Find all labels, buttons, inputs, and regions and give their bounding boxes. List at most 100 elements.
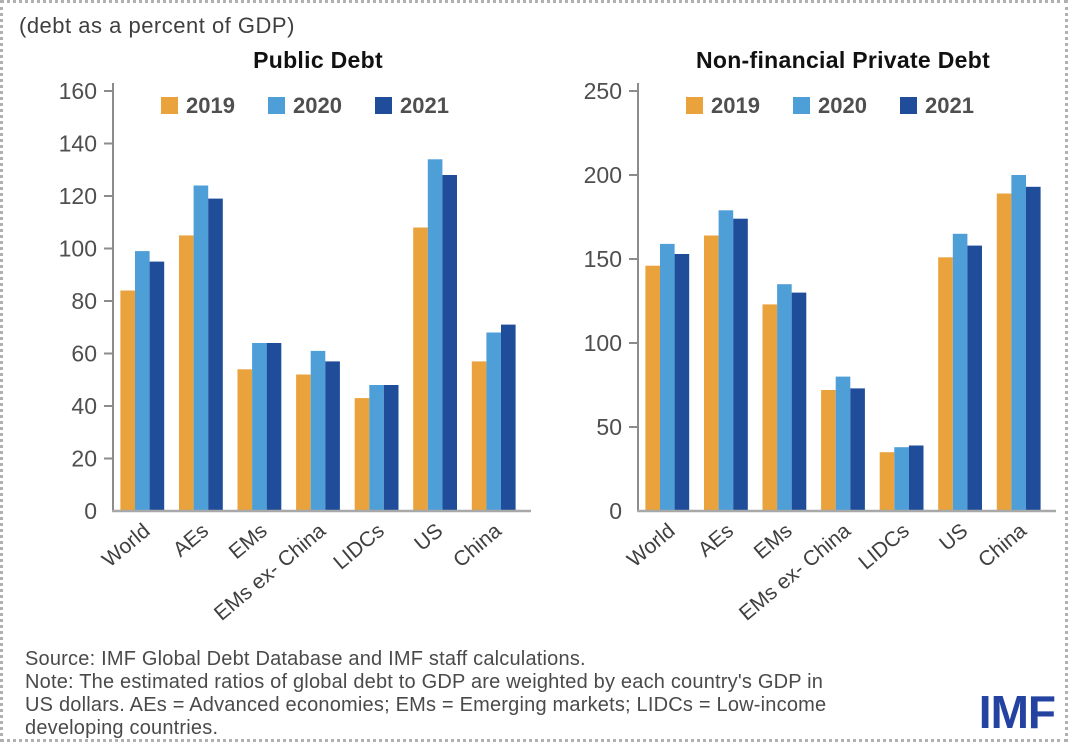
y-axis: 0 50 100 150 200 250 bbox=[584, 78, 639, 524]
legend-label-2019: 2019 bbox=[711, 93, 760, 118]
x-label-ems: EMs bbox=[750, 519, 797, 564]
bar-aes-2019 bbox=[704, 235, 719, 511]
legend-label-2021: 2021 bbox=[400, 93, 449, 118]
bar-ems-2020 bbox=[777, 284, 792, 511]
imf-logo: IMF bbox=[978, 686, 1056, 738]
y-tick-label-160: 160 bbox=[59, 78, 97, 104]
bar-us-2020 bbox=[427, 159, 443, 512]
y-tick-label-100: 100 bbox=[59, 236, 97, 262]
y-tick-label-0: 0 bbox=[609, 498, 622, 524]
legend-swatch-2021 bbox=[900, 97, 917, 114]
legend-label-2021: 2021 bbox=[925, 93, 974, 118]
bar-us-2021 bbox=[442, 175, 457, 511]
bar-ems-ex-china-2019 bbox=[821, 390, 836, 511]
footer-line-note-2: US dollars. AEs = Advanced economies; EM… bbox=[25, 694, 827, 716]
bar-china-2019 bbox=[996, 193, 1012, 511]
bar-ems-ex-china-2021 bbox=[325, 361, 340, 511]
bar-ems-2019 bbox=[237, 369, 253, 512]
legend-label-2020: 2020 bbox=[818, 93, 867, 118]
bar-world-2021 bbox=[674, 254, 690, 511]
bar-china-2021 bbox=[1026, 186, 1041, 512]
nonfinancial-private-debt-chart: Non-financial Private Debt 0 50 100 150 200 2… bbox=[543, 39, 1063, 639]
x-label-lidcs: LIDCs bbox=[329, 519, 388, 574]
bar-world-2019 bbox=[120, 290, 135, 511]
legend-swatch-2020 bbox=[793, 97, 810, 114]
legend-label-2019: 2019 bbox=[186, 93, 235, 118]
legend-swatch-2020 bbox=[268, 97, 285, 114]
bar-world-2021 bbox=[149, 261, 165, 511]
bar-world-2020 bbox=[135, 251, 150, 511]
bar-lidcs-2020 bbox=[369, 385, 384, 511]
x-label-aes: AEs bbox=[694, 519, 738, 561]
x-label-china: China bbox=[449, 519, 506, 572]
y-tick-label-40: 40 bbox=[71, 393, 97, 419]
x-label-us: US bbox=[410, 519, 447, 555]
legend: 2019 2020 2021 bbox=[686, 93, 974, 118]
x-label-china: China bbox=[974, 519, 1031, 572]
bar-lidcs-2020 bbox=[894, 447, 909, 511]
bar-ems-ex-china-2019 bbox=[296, 374, 311, 511]
x-label-world: World bbox=[623, 519, 680, 572]
bar-aes-2020 bbox=[193, 185, 209, 511]
bar-china-2020 bbox=[486, 332, 501, 511]
bar-aes-2019 bbox=[179, 235, 194, 511]
y-tick-label-140: 140 bbox=[59, 131, 97, 157]
bar-us-2020 bbox=[952, 233, 968, 512]
bar-ems-2021 bbox=[266, 343, 282, 511]
legend-swatch-2021 bbox=[375, 97, 392, 114]
y-tick-label-0: 0 bbox=[84, 498, 97, 524]
bar-aes-2021 bbox=[733, 218, 748, 511]
footer-line-note-1: Note: The estimated ratios of global deb… bbox=[25, 671, 824, 693]
source-note: Source: IMF Global Debt Database and IMF… bbox=[25, 648, 827, 739]
bar-lidcs-2021 bbox=[908, 445, 924, 511]
y-tick-label-200: 200 bbox=[584, 162, 622, 188]
legend-swatch-2019 bbox=[161, 97, 178, 114]
x-label-ems-ex-china: EMs ex- China bbox=[735, 519, 856, 625]
figure-subtitle: (debt as a percent of GDP) bbox=[19, 13, 295, 38]
bar-china-2019 bbox=[471, 361, 487, 511]
x-label-ems-ex-china: EMs ex- China bbox=[210, 519, 331, 625]
x-label-lidcs: LIDCs bbox=[854, 519, 913, 574]
y-tick-label-100: 100 bbox=[584, 330, 622, 356]
bar-us-2019 bbox=[413, 227, 428, 511]
public-debt-chart: Public Debt 0 20 40 60 80 100 120 140 160 World AE… bbox=[18, 39, 538, 639]
chart-title-private-debt: Non-financial Private Debt bbox=[695, 47, 991, 73]
x-label-world: World bbox=[98, 519, 155, 572]
y-tick-label-120: 120 bbox=[59, 183, 97, 209]
bar-china-2020 bbox=[1011, 175, 1026, 511]
x-label-aes: AEs bbox=[169, 519, 213, 561]
bar-ems-ex-china-2020 bbox=[310, 350, 326, 511]
y-tick-label-60: 60 bbox=[71, 341, 97, 367]
y-tick-label-50: 50 bbox=[596, 414, 622, 440]
bar-china-2021 bbox=[501, 324, 516, 511]
bar-lidcs-2019 bbox=[879, 452, 895, 511]
bar-us-2019 bbox=[938, 257, 953, 511]
bar-world-2020 bbox=[660, 243, 675, 511]
y-tick-label-20: 20 bbox=[71, 446, 97, 472]
bars bbox=[645, 175, 1041, 512]
bar-lidcs-2021 bbox=[383, 385, 399, 511]
bar-aes-2020 bbox=[718, 210, 734, 512]
bar-ems-2020 bbox=[252, 343, 267, 511]
y-tick-label-250: 250 bbox=[584, 78, 622, 104]
x-label-us: US bbox=[935, 519, 972, 555]
bar-aes-2021 bbox=[208, 198, 223, 511]
y-tick-label-80: 80 bbox=[71, 288, 97, 314]
bar-lidcs-2019 bbox=[354, 398, 370, 511]
bar-ems-2021 bbox=[791, 292, 807, 511]
legend-label-2020: 2020 bbox=[293, 93, 342, 118]
bars bbox=[120, 159, 516, 512]
chart-title-public-debt: Public Debt bbox=[253, 47, 383, 73]
footer-line-source: Source: IMF Global Debt Database and IMF… bbox=[25, 648, 586, 670]
bar-ems-ex-china-2021 bbox=[850, 388, 865, 511]
legend: 2019 2020 2021 bbox=[161, 93, 449, 118]
bar-us-2021 bbox=[967, 245, 982, 511]
legend-swatch-2019 bbox=[686, 97, 703, 114]
bar-world-2019 bbox=[645, 265, 660, 511]
x-label-ems: EMs bbox=[225, 519, 272, 564]
bar-ems-ex-china-2020 bbox=[835, 376, 851, 511]
